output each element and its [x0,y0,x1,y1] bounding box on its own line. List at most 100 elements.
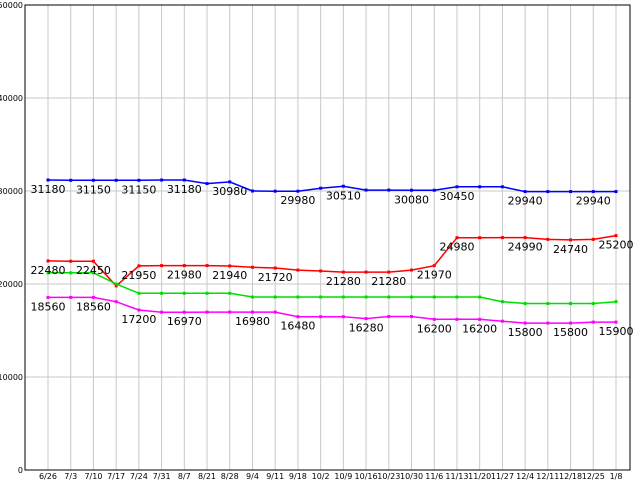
data-point [523,321,527,325]
data-point [569,190,573,194]
x-tick-label: 9/4 [246,472,259,480]
data-point [69,259,73,263]
x-tick-label: 7/3 [64,472,77,480]
data-point [250,310,254,314]
data-point [387,315,391,319]
data-point [432,264,436,268]
data-label: 21970 [417,269,452,282]
data-point [114,284,118,288]
data-point [273,310,277,314]
data-label: 29940 [576,195,611,208]
data-point [319,186,323,190]
data-point [296,315,300,319]
data-label: 16280 [349,322,384,335]
series-line [48,296,616,324]
data-point [432,188,436,192]
data-point [205,182,209,186]
data-point [364,188,368,192]
data-point [364,317,368,321]
data-point [114,300,118,304]
data-point [296,268,300,272]
data-label: 24990 [508,241,543,254]
data-label: 29980 [280,194,315,207]
data-point [341,315,345,319]
x-tick-label: 10/2 [312,472,330,480]
x-tick-label: 8/7 [178,472,191,480]
data-point [614,320,618,324]
x-tick-label: 8/28 [221,472,239,480]
data-point [137,308,141,312]
data-label: 21280 [371,275,406,288]
data-label: 16480 [280,320,315,333]
data-point [137,264,141,268]
data-point [69,295,73,299]
y-tick-label: 30000 [0,187,23,196]
x-tick-label: 1/8 [610,472,623,480]
data-point [523,190,527,194]
series-lines [46,178,618,325]
data-point [432,317,436,321]
data-label: 21720 [258,271,293,284]
data-point [546,237,550,241]
data-label: 18560 [31,300,66,313]
y-tick-label: 40000 [0,94,23,103]
data-point [205,264,209,268]
data-point [341,270,345,274]
data-point [500,185,504,189]
x-tick-label: 12/18 [559,472,582,480]
data-label: 17200 [121,313,156,326]
x-tick-label: 7/24 [130,472,148,480]
data-point [341,295,345,299]
data-label: 16970 [167,315,202,328]
x-tick-label: 9/18 [289,472,307,480]
data-point [500,300,504,304]
x-tick-label: 7/10 [84,472,102,480]
data-label: 31180 [167,183,202,196]
data-point [341,184,345,188]
x-tick-label: 6/26 [39,472,57,480]
data-point [500,236,504,240]
data-point [273,266,277,270]
data-point [569,321,573,325]
data-point [273,295,277,299]
data-label: 21980 [167,269,202,282]
x-tick-label: 7/31 [153,472,171,480]
data-point [182,291,186,295]
data-point [137,291,141,295]
data-point [432,295,436,299]
x-tick-label: 11/6 [425,472,443,480]
data-label: 29940 [508,195,543,208]
data-point [364,295,368,299]
data-label: 16200 [417,322,452,335]
x-tick-label: 10/9 [334,472,352,480]
data-point [478,236,482,240]
x-axis-ticks: 6/26 7/3 7/10 7/17 7/24 7/31 8/7 8/21 8/28 9/4 9/1… [39,472,622,480]
series-line [47,179,616,193]
data-point [228,291,232,295]
data-point [69,271,73,275]
y-tick-label: 0 [18,466,23,475]
data-point [46,259,50,263]
data-point [319,269,323,273]
series-line [47,234,617,287]
data-point [91,259,95,263]
data-point [478,317,482,321]
data-label: 30980 [212,185,247,198]
y-tick-label: 20000 [0,280,23,289]
data-point [410,188,414,192]
data-label: 31150 [121,183,156,196]
x-tick-label: 8/21 [198,472,216,480]
data-point [387,188,391,192]
data-point [455,295,459,299]
x-tick-label: 12/25 [582,472,605,480]
data-point [182,310,186,314]
data-point [614,300,618,304]
data-label: 21940 [212,269,247,282]
data-label: 30450 [439,190,474,203]
data-label: 25200 [599,239,634,252]
x-tick-label: 10/16 [355,472,378,480]
x-tick-label: 12/11 [536,472,559,480]
y-axis-ticks: 0 10000 20000 30000 40000 50000 [0,1,23,475]
data-point [591,302,595,306]
